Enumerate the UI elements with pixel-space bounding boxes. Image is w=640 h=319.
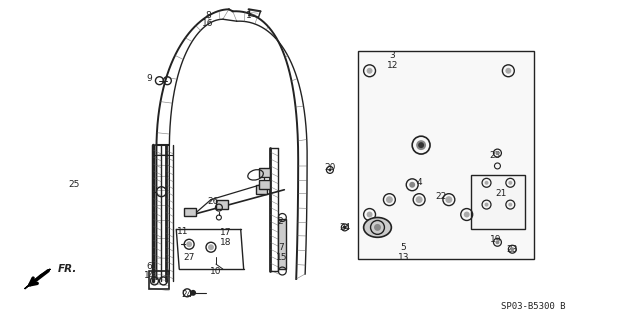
Circle shape bbox=[409, 182, 415, 188]
Circle shape bbox=[416, 140, 426, 150]
Text: 16: 16 bbox=[202, 19, 214, 28]
Circle shape bbox=[374, 224, 381, 231]
Circle shape bbox=[495, 151, 499, 155]
Text: 1: 1 bbox=[246, 11, 252, 20]
Text: 3: 3 bbox=[390, 51, 396, 60]
Circle shape bbox=[484, 181, 488, 185]
Text: 9: 9 bbox=[147, 74, 152, 83]
Bar bbox=[216, 200, 228, 209]
Text: 5: 5 bbox=[401, 243, 406, 252]
Bar bbox=[150, 271, 170, 289]
Text: 11: 11 bbox=[177, 227, 188, 236]
Text: 22: 22 bbox=[435, 192, 447, 201]
Circle shape bbox=[510, 247, 515, 251]
Text: 23: 23 bbox=[507, 245, 518, 254]
Text: 26: 26 bbox=[207, 197, 219, 206]
Circle shape bbox=[508, 181, 512, 185]
Text: 17: 17 bbox=[220, 228, 232, 237]
Text: 27: 27 bbox=[184, 253, 195, 262]
Bar bbox=[259, 180, 271, 189]
Polygon shape bbox=[24, 269, 51, 289]
Circle shape bbox=[190, 290, 196, 296]
Circle shape bbox=[208, 244, 214, 250]
Text: 20: 20 bbox=[324, 163, 335, 173]
Text: 19: 19 bbox=[490, 235, 501, 244]
Text: SP03-B5300 B: SP03-B5300 B bbox=[501, 302, 565, 311]
Text: 6: 6 bbox=[147, 262, 152, 271]
Circle shape bbox=[386, 196, 393, 203]
Text: 8: 8 bbox=[205, 11, 211, 20]
Text: 2: 2 bbox=[278, 217, 283, 226]
Bar bbox=[184, 208, 196, 217]
Text: 14: 14 bbox=[144, 271, 155, 280]
Circle shape bbox=[445, 196, 452, 203]
Text: 21: 21 bbox=[496, 189, 507, 198]
Circle shape bbox=[367, 68, 372, 74]
Circle shape bbox=[367, 211, 372, 218]
Circle shape bbox=[484, 203, 488, 207]
Bar bbox=[259, 168, 271, 177]
Text: 25: 25 bbox=[68, 180, 80, 189]
Text: 24: 24 bbox=[182, 290, 193, 299]
Circle shape bbox=[506, 68, 511, 74]
Text: 12: 12 bbox=[387, 61, 398, 70]
Circle shape bbox=[343, 226, 347, 229]
Text: 24: 24 bbox=[339, 223, 351, 232]
Text: 15: 15 bbox=[276, 253, 287, 262]
Text: 4: 4 bbox=[416, 178, 422, 187]
Bar bbox=[470, 175, 525, 229]
Circle shape bbox=[186, 241, 192, 247]
Ellipse shape bbox=[364, 218, 392, 237]
Bar bbox=[255, 185, 268, 194]
Text: 18: 18 bbox=[220, 238, 232, 247]
Text: 13: 13 bbox=[397, 253, 409, 262]
Circle shape bbox=[464, 211, 470, 218]
Bar bbox=[278, 219, 286, 269]
Circle shape bbox=[508, 203, 512, 207]
Text: 10: 10 bbox=[210, 266, 221, 276]
Circle shape bbox=[328, 168, 332, 171]
Circle shape bbox=[415, 196, 422, 203]
Bar bbox=[358, 51, 534, 259]
Text: FR.: FR. bbox=[58, 264, 77, 274]
Text: 7: 7 bbox=[278, 243, 284, 252]
Circle shape bbox=[418, 142, 424, 148]
Circle shape bbox=[495, 240, 499, 244]
Text: 23: 23 bbox=[490, 151, 501, 160]
